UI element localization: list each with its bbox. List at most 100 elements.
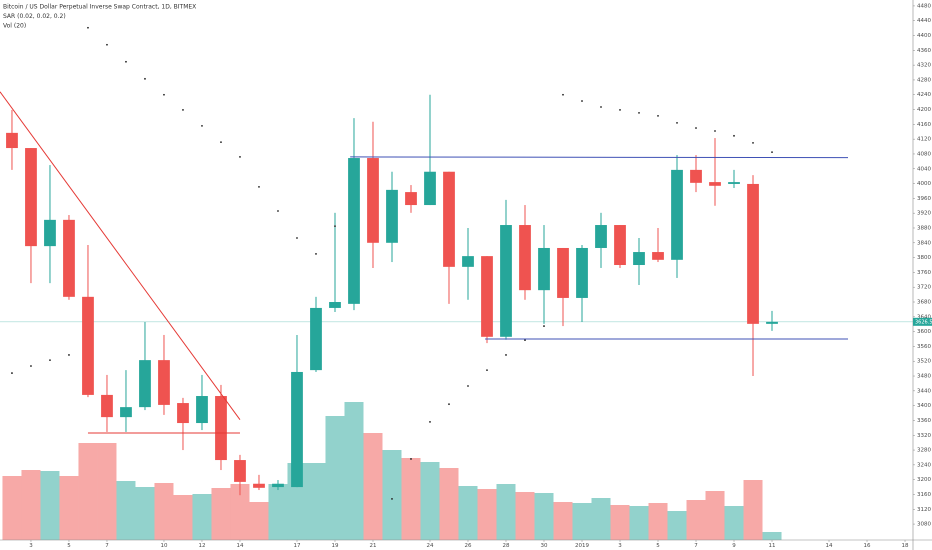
candle-body	[652, 252, 664, 260]
candle-body	[25, 148, 37, 247]
x-tick-label: 19	[331, 543, 338, 549]
candle-body	[234, 460, 246, 482]
candle-body	[120, 407, 132, 418]
candle-body	[272, 483, 284, 488]
sar-dot	[562, 93, 564, 96]
y-tick-label: 3640	[917, 314, 931, 320]
sar-dot	[543, 325, 545, 327]
y-tick-label: 3120	[917, 507, 931, 513]
y-tick-label: 3760	[917, 270, 931, 276]
volume-bar	[78, 443, 98, 540]
volume-bar	[553, 502, 573, 540]
volume-bar	[97, 443, 117, 540]
y-tick-label: 4040	[917, 166, 931, 172]
volume-bar	[667, 511, 687, 540]
sar-dot	[524, 339, 526, 342]
sar-dot	[11, 372, 13, 374]
volume-bar	[59, 476, 79, 540]
y-tick-label: 3320	[917, 433, 931, 439]
candle-body	[82, 296, 94, 395]
candle-body	[462, 256, 474, 267]
y-tick-label: 3920	[917, 211, 931, 217]
volume-bar	[249, 502, 269, 540]
volume-bar	[363, 433, 383, 540]
sar-dot	[144, 77, 146, 80]
candle-body	[595, 225, 607, 248]
sar-dot	[714, 130, 716, 132]
x-tick-label: 14	[236, 543, 243, 549]
sar-dot	[771, 151, 773, 154]
x-tick-label: 11	[769, 543, 776, 549]
volume-bar	[420, 462, 440, 540]
sar-dot	[239, 156, 241, 158]
x-tick-label: 7	[105, 543, 109, 549]
sar-dot	[220, 141, 222, 144]
y-tick-label: 3600	[917, 329, 931, 335]
sar-dot	[657, 114, 659, 117]
sar-dot	[486, 369, 488, 372]
x-tick-label: 5	[656, 543, 660, 549]
sar-dot	[752, 141, 754, 144]
candle-body	[348, 158, 360, 304]
volume-bar	[743, 480, 763, 540]
candle-body	[481, 256, 493, 337]
sar-dot	[676, 121, 678, 124]
sar-dot	[334, 225, 336, 228]
candle-body	[253, 483, 265, 488]
y-tick-label: 3160	[917, 492, 931, 498]
volume-bar	[401, 458, 421, 540]
trend-line	[0, 91, 241, 421]
sar-dot	[429, 421, 431, 423]
volume-bar	[610, 505, 630, 540]
candle-body	[747, 183, 759, 324]
y-tick-label: 4120	[917, 137, 931, 143]
volume-bar	[496, 484, 516, 540]
candle-body	[405, 192, 417, 206]
candle-body	[6, 132, 18, 149]
volume-bar	[439, 468, 459, 540]
volume-bar	[344, 402, 364, 540]
sar-dot	[87, 26, 89, 29]
x-tick-label: 10	[160, 543, 167, 549]
sar-dot	[49, 359, 51, 362]
volume-bar	[135, 487, 155, 540]
volume-bar	[648, 503, 668, 540]
y-tick-label: 4160	[917, 122, 931, 128]
x-tick-label: 14	[826, 543, 833, 549]
y-tick-label: 3560	[917, 344, 931, 350]
x-tick-label: 17	[293, 543, 300, 549]
y-tick-label: 3360	[917, 418, 931, 424]
trend-line	[350, 156, 849, 159]
sar-dot	[619, 109, 621, 111]
volume-bar	[762, 532, 782, 540]
candle-body	[310, 307, 322, 371]
sar-dot	[106, 43, 108, 46]
candle-body	[519, 225, 531, 291]
volume-bar	[325, 416, 345, 540]
volume-bar	[591, 498, 611, 540]
candle-body	[709, 182, 721, 186]
sar-dot	[163, 93, 165, 96]
sar-dot	[391, 498, 393, 500]
x-tick-label: 30	[540, 543, 547, 549]
x-tick-label: 26	[464, 543, 471, 549]
volume-bar	[705, 491, 725, 540]
sar-dot	[68, 354, 70, 356]
candle-body	[424, 171, 436, 206]
candle-body	[766, 321, 778, 324]
volume-bar	[2, 476, 22, 540]
volume-bar	[154, 483, 174, 540]
sar-dot	[695, 127, 697, 129]
candle-body	[367, 158, 379, 243]
sar-dot	[448, 403, 450, 406]
y-tick-label: 3880	[917, 225, 931, 231]
volume-bar	[458, 486, 478, 540]
candle-body	[63, 219, 75, 297]
chart-title: Bitcoin / US Dollar Perpetual Inverse Sw…	[3, 4, 196, 11]
candle-body	[158, 360, 170, 405]
candle-body	[671, 169, 683, 260]
sar-dot	[410, 458, 412, 460]
candle-body	[386, 189, 398, 243]
volume-bar	[515, 492, 535, 540]
